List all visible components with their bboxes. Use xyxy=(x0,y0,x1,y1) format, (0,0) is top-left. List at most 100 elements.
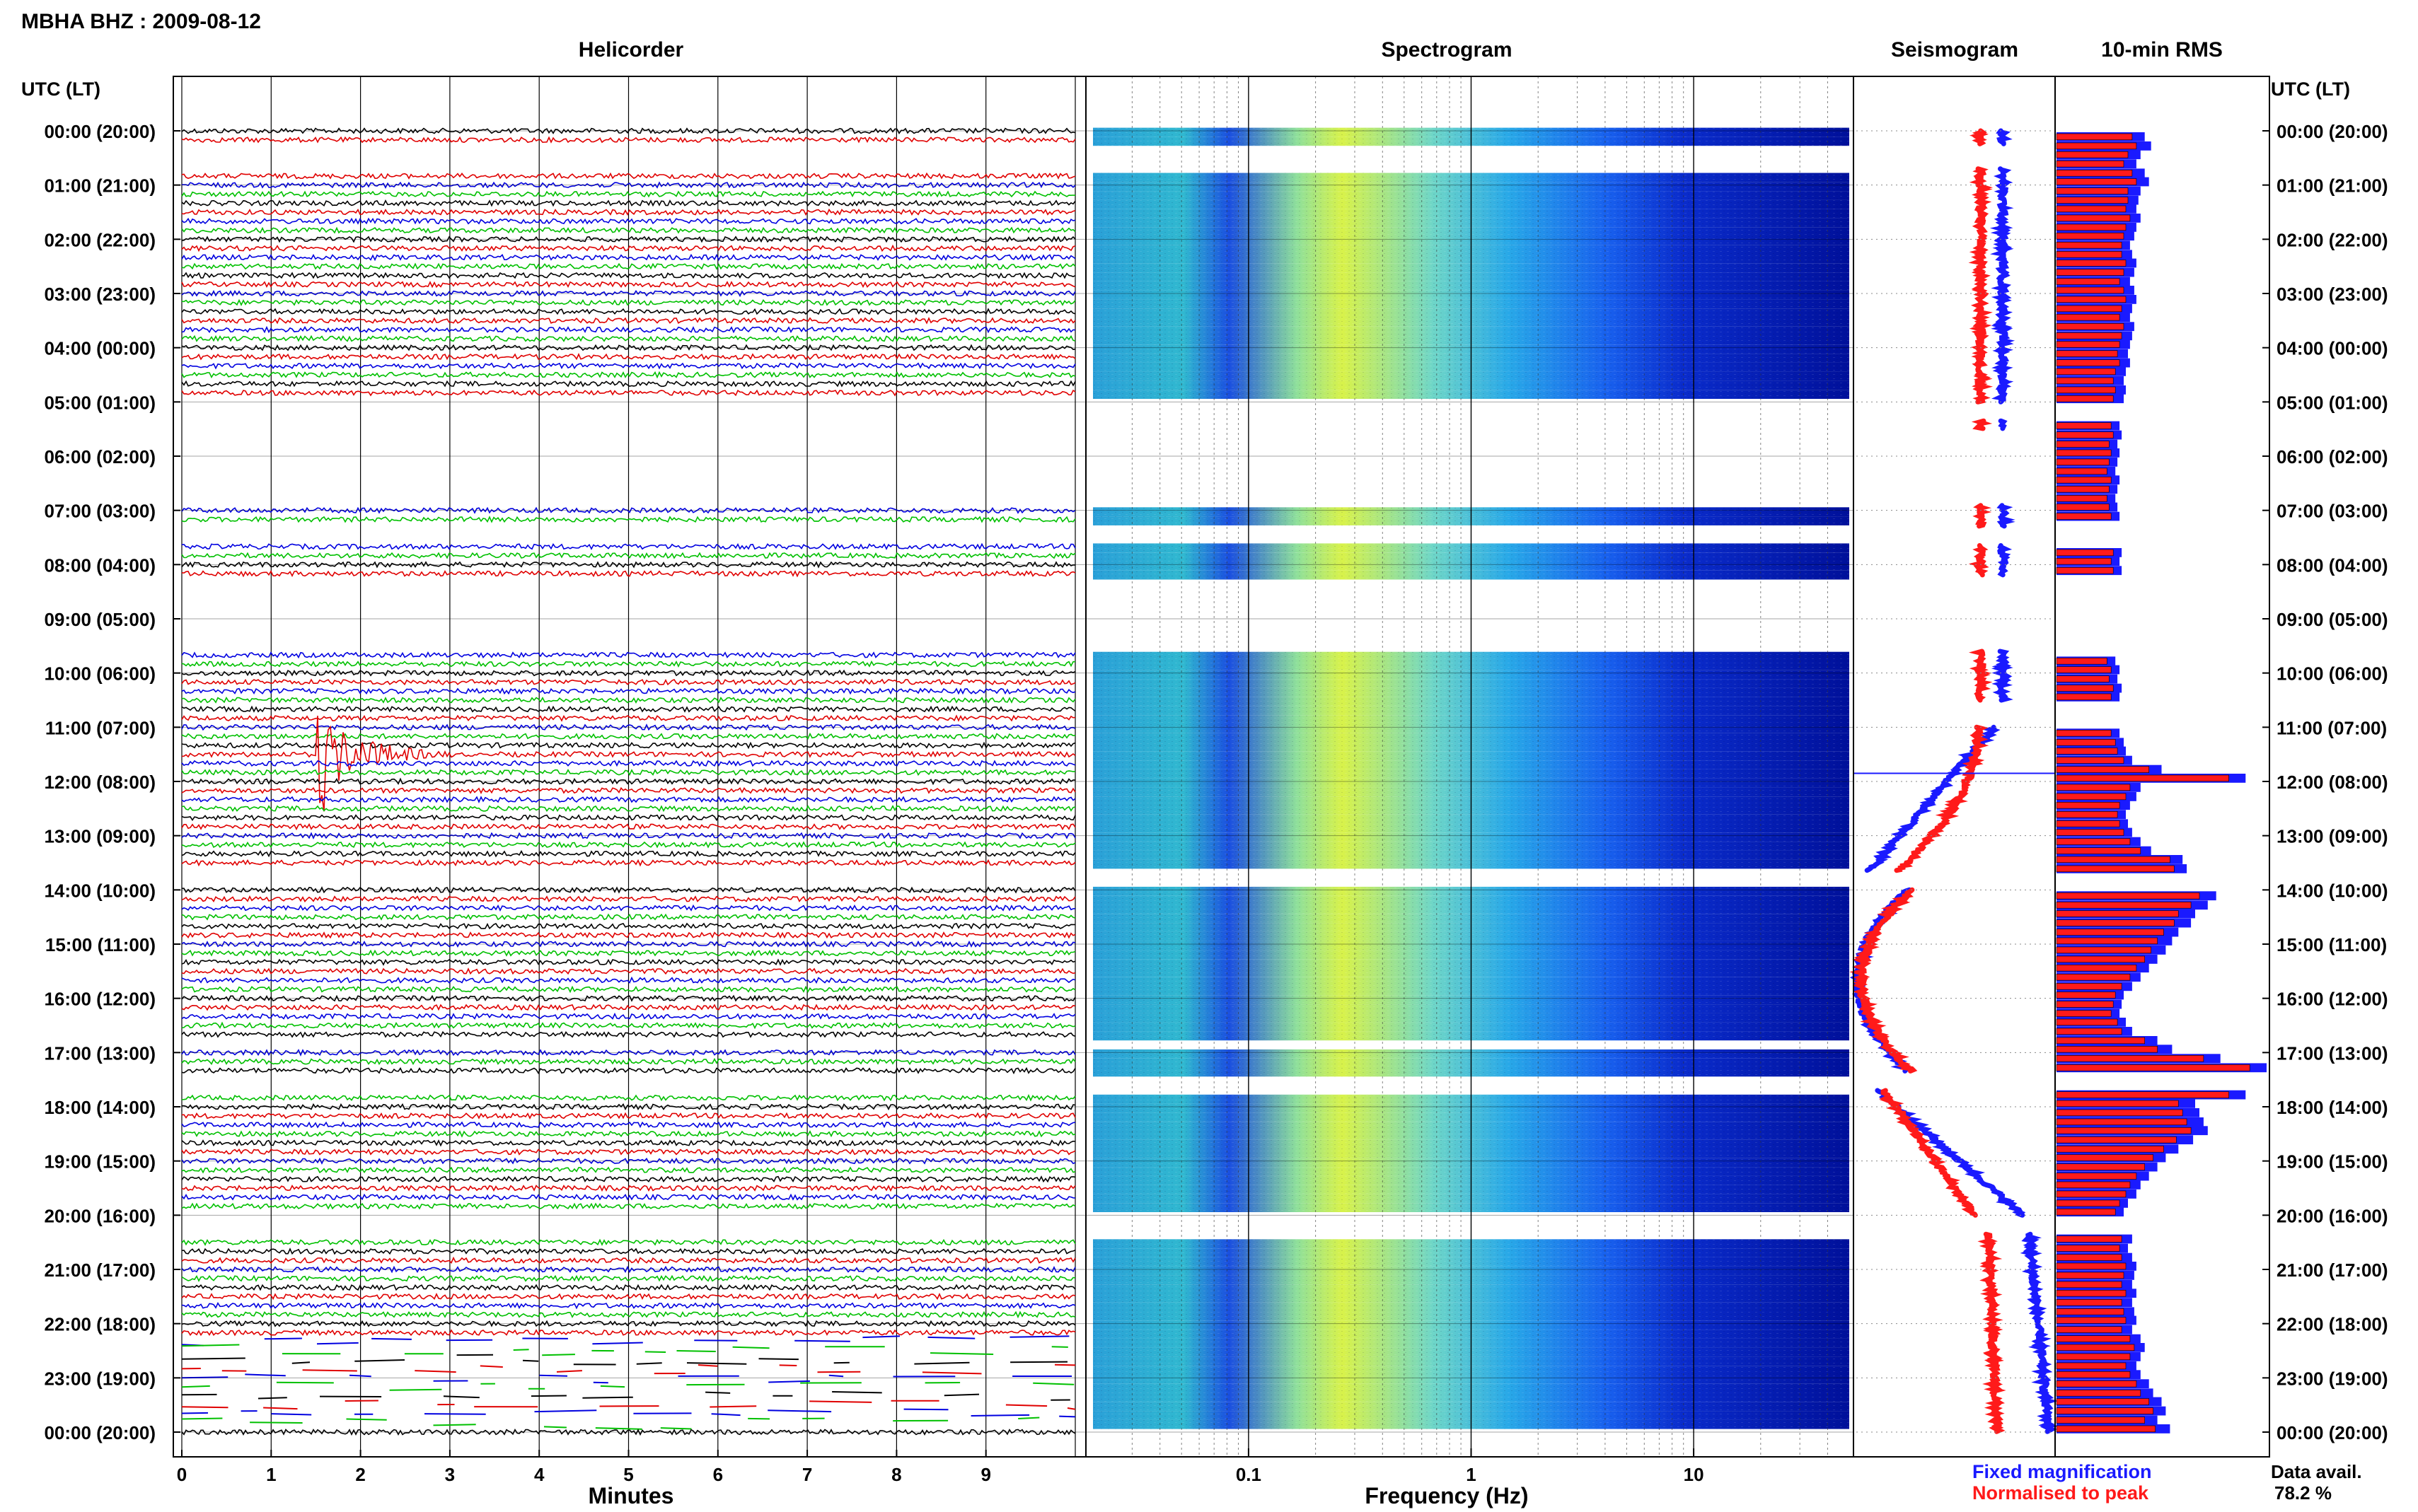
rms-bar-normalised xyxy=(2056,1118,2187,1126)
rms-bar-normalised xyxy=(2056,919,2175,926)
helicorder-trace xyxy=(181,985,1076,994)
rms-bar-normalised xyxy=(2056,495,2107,502)
helicorder-trace xyxy=(181,716,1076,812)
rms-bar-normalised xyxy=(2056,395,2114,402)
helicorder-trace xyxy=(181,253,1076,262)
helicorder-trace xyxy=(181,1202,1076,1210)
rms-bar-normalised xyxy=(2056,820,2120,827)
rms-bar-normalised xyxy=(2056,1010,2112,1017)
helicorder-trace-fragment xyxy=(636,1362,662,1365)
rms-bar-normalised xyxy=(2056,1417,2145,1424)
helicorder-trace xyxy=(181,1049,1076,1057)
helicorder-trace xyxy=(181,235,1076,243)
rms-bar-normalised xyxy=(2056,856,2170,863)
helicorder-trace xyxy=(181,244,1076,252)
helicorder-trace xyxy=(181,1265,1076,1274)
rms-bar-normalised xyxy=(2056,476,2112,484)
rms-bar-normalised xyxy=(2056,269,2124,276)
rms-bar-normalised xyxy=(2056,1127,2192,1134)
helicorder-x-tick-label: 0 xyxy=(177,1464,187,1485)
helicorder-trace-fragment xyxy=(345,1400,378,1402)
helicorder-x-tick-label: 4 xyxy=(534,1464,545,1485)
time-label-right: 07:00 (03:00) xyxy=(2277,501,2388,522)
rms-bar-normalised xyxy=(2056,1199,2120,1207)
helicorder-trace-fragment xyxy=(694,1339,738,1342)
helicorder-trace xyxy=(181,994,1076,1002)
rms-bar-normalised xyxy=(2056,1190,2127,1198)
time-label-left: 05:00 (01:00) xyxy=(44,392,156,413)
rms-bar-normalised xyxy=(2056,368,2116,376)
rms-bar-normalised xyxy=(2056,946,2151,954)
rms-bar-normalised xyxy=(2056,955,2145,963)
rms-bar-normalised xyxy=(2056,1037,2145,1045)
helicorder-trace xyxy=(181,1310,1076,1319)
time-label-left: 20:00 (16:00) xyxy=(44,1205,156,1226)
rms-bar-normalised xyxy=(2056,748,2118,755)
helicorder-trace-fragment xyxy=(592,1342,643,1345)
rms-bar-normalised xyxy=(2056,1326,2122,1333)
seismogram-normalised-trace xyxy=(1894,724,1989,873)
rms-bar-normalised xyxy=(2056,1181,2131,1189)
helicorder-trace xyxy=(181,1248,1076,1255)
time-label-left: 06:00 (02:00) xyxy=(44,446,156,467)
helicorder-trace-fragment xyxy=(732,1346,770,1349)
time-label-right: 06:00 (02:00) xyxy=(2277,446,2388,467)
rms-bar-normalised xyxy=(2056,504,2110,511)
rms-bar-normalised xyxy=(2056,1299,2122,1306)
helicorder-trace-fragment xyxy=(817,1371,861,1373)
time-label-right: 10:00 (06:00) xyxy=(2277,663,2388,685)
helicorder-trace xyxy=(181,1175,1076,1183)
seismogram-fixed-trace xyxy=(1996,418,2015,529)
seismogram-title: Seismogram xyxy=(1891,38,2018,62)
helicorder-trace xyxy=(181,895,1076,903)
helicorder-trace xyxy=(181,922,1075,930)
rms-bar-normalised xyxy=(2056,1173,2137,1180)
time-label-left: 12:00 (08:00) xyxy=(44,772,156,793)
helicorder-trace xyxy=(181,1030,1076,1039)
helicorder-trace-fragment xyxy=(258,1397,287,1400)
helicorder-trace-fragment xyxy=(415,1370,456,1373)
helicorder-trace xyxy=(181,172,1076,180)
helicorder-trace xyxy=(181,272,1076,279)
rms-bar-normalised xyxy=(2056,241,2122,249)
helicorder-trace-fragment xyxy=(1005,1404,1048,1407)
helicorder-trace xyxy=(181,796,1076,804)
time-label-left: 03:00 (23:00) xyxy=(44,284,156,305)
helicorder-x-tick-label: 9 xyxy=(980,1464,990,1485)
helicorder-trace-fragment xyxy=(346,1418,387,1421)
rms-frame xyxy=(2054,76,2270,1458)
helicorder-trace xyxy=(181,262,1076,270)
time-label-right: 00:00 (20:00) xyxy=(2277,1422,2388,1443)
rms-bar-normalised xyxy=(2056,232,2124,240)
helicorder-trace xyxy=(181,777,1076,786)
rms-bar-normalised xyxy=(2056,838,2131,845)
helicorder-trace xyxy=(181,678,1076,686)
time-label-left: 22:00 (18:00) xyxy=(44,1314,156,1335)
rms-title: 10-min RMS xyxy=(2101,38,2223,62)
seismogram-normalised-trace xyxy=(1968,128,1994,405)
helicorder-trace xyxy=(181,1057,1076,1066)
helicorder-trace-fragment xyxy=(263,1407,298,1410)
time-label-left: 04:00 (00:00) xyxy=(44,338,156,359)
time-label-left: 18:00 (14:00) xyxy=(44,1097,156,1118)
time-label-right: 02:00 (22:00) xyxy=(2277,229,2388,250)
helicorder-trace-fragment xyxy=(922,1371,982,1375)
helicorder-trace-fragment xyxy=(698,1364,718,1367)
seismogram-normalised-trace xyxy=(1971,418,1993,529)
rms-bar-normalised xyxy=(2056,730,2112,737)
helicorder-trace xyxy=(181,1130,1076,1138)
helicorder-trace xyxy=(181,841,1076,849)
rms-bar-normalised xyxy=(2056,1353,2131,1361)
helicorder-trace-fragment xyxy=(1054,1363,1076,1366)
rms-bar-normalised xyxy=(2056,322,2124,330)
helicorder-trace xyxy=(181,325,1076,334)
helicorder-trace xyxy=(181,1184,1076,1192)
time-label-right: 03:00 (23:00) xyxy=(2277,284,2388,305)
helicorder-trace xyxy=(181,136,1076,144)
helicorder-trace xyxy=(181,976,1076,984)
rms-bar-normalised xyxy=(2056,332,2122,339)
rms-bar-normalised xyxy=(2056,1344,2135,1351)
helicorder-trace-fragment xyxy=(914,1361,970,1365)
helicorder-trace xyxy=(181,958,1076,966)
rms-bar-normalised xyxy=(2056,1154,2153,1161)
